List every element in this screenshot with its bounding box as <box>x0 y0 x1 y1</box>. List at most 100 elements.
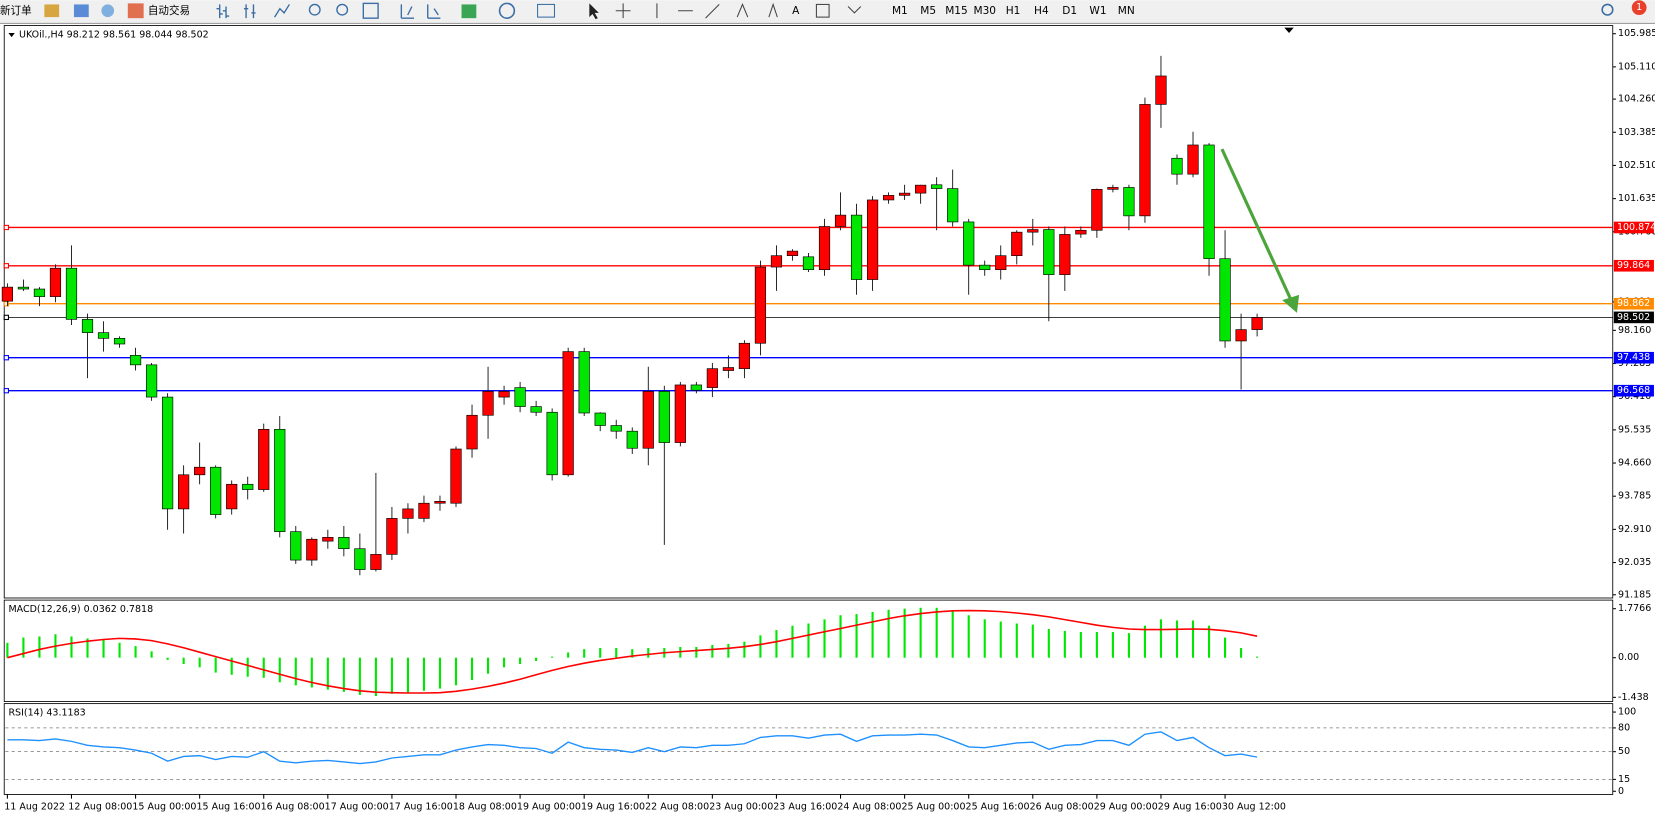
arrow-line <box>1220 148 1293 300</box>
timeframe-button[interactable]: D1 <box>1062 5 1077 17</box>
search-icon[interactable] <box>1601 3 1614 16</box>
y-tick-label: 50 <box>1618 746 1630 757</box>
x-tick-label: 17 Aug 00:00 <box>325 802 389 813</box>
plots: 105.985 105.110 104.260 103.385 102.510 101.6… <box>1 28 1655 813</box>
icon[interactable] <box>127 3 144 19</box>
x-tick-label: 30 Aug 12:00 <box>1222 802 1286 813</box>
timeframe-button[interactable]: M5 <box>920 5 936 17</box>
x-tick-label: 29 Aug 16:00 <box>1158 802 1222 813</box>
x-tick-label: 16 Aug 08:00 <box>261 802 325 813</box>
price-label: 100.874 <box>1617 222 1655 233</box>
candle-body <box>899 192 911 196</box>
candle-body <box>1235 329 1247 342</box>
price-label: 98.862 <box>1617 298 1650 309</box>
x-tick-label: 19 Aug 00:00 <box>517 802 581 813</box>
candle-body <box>1155 75 1167 105</box>
price-line-handle <box>3 301 9 307</box>
candle-body <box>1091 189 1103 231</box>
candle-body <box>194 466 206 476</box>
icon[interactable] <box>615 2 778 19</box>
price-line-handle <box>3 388 9 394</box>
candle-body <box>1203 144 1215 260</box>
auto-trading[interactable]: 自动交易 <box>148 4 190 17</box>
timeframe-button[interactable]: H1 <box>1006 5 1021 17</box>
candle-body <box>770 255 783 268</box>
icon[interactable] <box>101 4 115 18</box>
y-tick-label: 105.985 <box>1618 28 1655 39</box>
icon[interactable] <box>362 2 379 19</box>
candle-body <box>1043 229 1055 275</box>
icon[interactable] <box>216 4 230 19</box>
y-tick-label: 103.385 <box>1618 127 1655 138</box>
candle-body <box>1187 144 1199 175</box>
candle-body <box>1219 258 1231 342</box>
y-tick-label: 91.185 <box>1618 589 1651 600</box>
trend-arrow <box>1220 148 1300 313</box>
price-label-bg <box>1613 259 1654 272</box>
icon[interactable] <box>73 4 89 18</box>
candle-body <box>626 430 638 449</box>
x-tick-label: 17 Aug 16:00 <box>389 802 453 813</box>
x-tick-label: 24 Aug 08:00 <box>837 802 901 813</box>
icon[interactable] <box>400 4 415 19</box>
candle-body <box>979 264 991 271</box>
y-tick-label: 15 <box>1618 774 1630 785</box>
symbol-menu[interactable] <box>8 32 15 38</box>
price-line-handle <box>3 355 9 361</box>
new-order[interactable]: 新订单 <box>0 4 32 17</box>
icon[interactable] <box>589 3 599 20</box>
candle-body <box>818 226 831 271</box>
timeframe-button[interactable]: H4 <box>1034 5 1049 17</box>
candle-body <box>1107 187 1119 190</box>
candle-body <box>1251 317 1263 330</box>
notification-badge[interactable] <box>1631 0 1647 15</box>
shift-marker <box>1284 27 1294 33</box>
timeframe-button[interactable]: M15 <box>945 5 968 17</box>
icon[interactable] <box>461 4 477 19</box>
candle-body <box>274 428 286 532</box>
arrow-head <box>1282 294 1300 313</box>
candle-body <box>610 425 622 432</box>
x-tick-label: 23 Aug 16:00 <box>773 802 837 813</box>
candle-body <box>834 214 847 227</box>
candle-body <box>418 502 430 519</box>
x-tick-label: 25 Aug 00:00 <box>901 802 965 813</box>
candle-body <box>210 466 222 515</box>
timeframe-button[interactable]: W1 <box>1089 5 1106 17</box>
candle-body <box>931 184 943 189</box>
y-tick-label: 1.7766 <box>1618 603 1651 614</box>
candle-body <box>1171 157 1183 175</box>
candle-body <box>338 537 350 550</box>
candle-body <box>674 384 686 443</box>
candle-body <box>642 391 654 449</box>
candle-body <box>530 406 542 413</box>
candle-body <box>482 391 494 416</box>
icon[interactable] <box>274 4 290 18</box>
icon[interactable] <box>308 3 321 16</box>
candle-body <box>706 368 718 388</box>
price-label-bg <box>1613 351 1654 364</box>
icon[interactable] <box>537 3 556 18</box>
icon[interactable] <box>815 3 830 18</box>
candle-body <box>242 483 254 490</box>
icon[interactable] <box>847 6 862 14</box>
icon[interactable] <box>498 2 516 19</box>
candle-body <box>850 214 863 280</box>
y-tick-label: 0 <box>1618 786 1624 797</box>
y-tick-label: 95.535 <box>1618 424 1651 435</box>
price-label-bg <box>1613 297 1654 310</box>
rsi-line <box>7 731 1258 765</box>
candle-body <box>33 288 46 297</box>
candle-body <box>1075 229 1087 235</box>
icon[interactable] <box>336 3 349 16</box>
icon[interactable] <box>243 4 256 19</box>
y-tick-label: 101.635 <box>1618 193 1655 204</box>
icon[interactable] <box>44 4 60 18</box>
timeframe-button[interactable]: M1 <box>892 5 908 17</box>
rsi-window <box>3 703 1614 795</box>
timeframe-button[interactable]: M30 <box>973 5 996 17</box>
icon[interactable] <box>427 4 441 19</box>
timeframe-button[interactable]: MN <box>1118 5 1135 17</box>
icon[interactable]: A <box>792 5 800 17</box>
